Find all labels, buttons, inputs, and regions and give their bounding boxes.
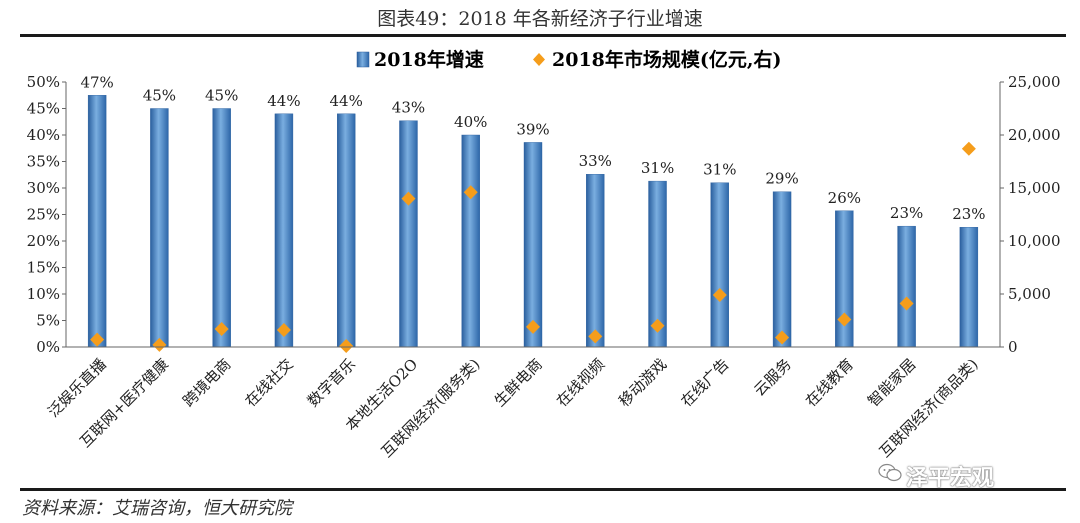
right-tick-label: 5,000 — [1008, 285, 1051, 303]
legend-diamond-swatch — [533, 53, 545, 66]
left-tick-label: 15% — [27, 259, 60, 277]
category-label: 在线社交 — [242, 355, 297, 410]
right-tick-label: 25,000 — [1008, 73, 1061, 91]
watermark-text: 泽平宏观 — [906, 466, 995, 491]
marker-point — [899, 296, 914, 311]
bar-data-label: 47% — [80, 73, 113, 91]
bar — [586, 174, 605, 348]
category-label: 跨境电商 — [179, 355, 234, 410]
category-label: 生鲜电商 — [491, 355, 546, 410]
bar — [274, 113, 294, 348]
marker-point — [214, 321, 229, 336]
left-tick-label: 0% — [36, 338, 60, 356]
category-label: 泛娱乐直播 — [44, 355, 110, 421]
bar-data-label: 23% — [952, 205, 985, 223]
category-label: 移动游戏 — [615, 355, 670, 410]
marker-point — [276, 323, 291, 338]
bar-data-label: 23% — [890, 204, 923, 222]
marker-point — [775, 330, 790, 345]
bar-data-label: 43% — [392, 99, 425, 117]
figure-title: 图表49：2018 年各新经济子行业增速 — [377, 8, 703, 30]
bar — [897, 225, 916, 348]
bar — [710, 182, 729, 348]
category-label: 在线广告 — [677, 355, 732, 410]
bar-series: 47% 45% 45% 44% 44% 43% 40% 39% 33% 31% 31% 29% 26% 2… — [80, 73, 986, 348]
category-label: 数字音乐 — [304, 355, 359, 410]
bar-data-label: 40% — [454, 113, 487, 131]
marker-point — [339, 338, 354, 353]
legend-bar-swatch — [356, 51, 370, 68]
bar-data-label: 26% — [828, 189, 861, 207]
left-tick-label: 5% — [36, 312, 60, 330]
bar-data-label: 31% — [703, 161, 736, 179]
category-label: 在线教育 — [802, 355, 857, 410]
marker-point — [90, 332, 105, 347]
left-tick-label: 40% — [27, 126, 60, 144]
marker-point — [152, 337, 167, 352]
marker-point — [961, 141, 976, 156]
bar-data-label: 39% — [516, 120, 549, 138]
left-tick-label: 35% — [27, 153, 60, 171]
bar — [772, 191, 792, 348]
bar — [461, 134, 480, 348]
bar — [399, 120, 418, 348]
marker-point — [588, 329, 603, 344]
category-label: 云服务 — [750, 355, 795, 400]
left-tick-label: 25% — [27, 206, 60, 224]
left-tick-label: 50% — [27, 73, 60, 91]
marker-point — [526, 319, 540, 334]
bar — [150, 108, 169, 348]
right-tick-label: 0 — [1008, 338, 1018, 356]
bar — [835, 210, 854, 348]
left-tick-label: 10% — [27, 285, 60, 303]
bar-data-label: 45% — [143, 87, 176, 105]
bar — [212, 108, 231, 348]
bar-data-label: 29% — [765, 170, 798, 188]
source-note: 资料来源：艾瑞咨询，恒大研究院 — [22, 498, 292, 519]
bar-data-label: 33% — [579, 152, 612, 170]
marker-point — [650, 318, 665, 333]
bar — [523, 142, 543, 348]
marker-point — [463, 185, 478, 200]
top-rule — [20, 34, 1066, 37]
right-tick-label: 20,000 — [1008, 126, 1061, 144]
bar — [87, 95, 107, 348]
bar-data-label: 44% — [330, 92, 363, 110]
category-label: 智能家居 — [864, 355, 919, 410]
left-y-axis: 0% 5% 10% 15% 20% 25% 30% 35% 40% 45% 50% — [27, 73, 67, 356]
right-tick-label: 10,000 — [1008, 232, 1061, 250]
left-tick-label: 20% — [27, 232, 60, 250]
chart-legend: 2018年增速 2018年市场规模(亿元,右) — [356, 48, 781, 71]
right-y-axis: 0 5,000 10,000 15,000 20,000 25,000 — [999, 73, 1061, 356]
marker-point — [401, 191, 416, 206]
bar-data-label: 45% — [205, 87, 238, 105]
marker-series — [90, 141, 976, 353]
right-tick-label: 15,000 — [1008, 179, 1061, 197]
legend-label-bars: 2018年增速 — [374, 48, 484, 71]
bar-data-label: 44% — [267, 92, 300, 110]
bottom-rule — [20, 488, 1066, 491]
marker-point — [712, 288, 727, 303]
bar — [959, 227, 979, 348]
wechat-icon — [878, 463, 902, 482]
bar-chart: 2018年增速 2018年市场规模(亿元,右) 0% 5% 10% 15% 20% 25% 3… — [27, 48, 1061, 461]
bar — [337, 113, 356, 348]
legend-label-markers: 2018年市场规模(亿元,右) — [552, 48, 781, 71]
left-tick-label: 45% — [27, 100, 60, 118]
category-label: 在线视频 — [553, 355, 608, 410]
marker-point — [837, 312, 852, 327]
left-tick-label: 30% — [27, 179, 60, 197]
bar-data-label: 31% — [641, 159, 674, 177]
